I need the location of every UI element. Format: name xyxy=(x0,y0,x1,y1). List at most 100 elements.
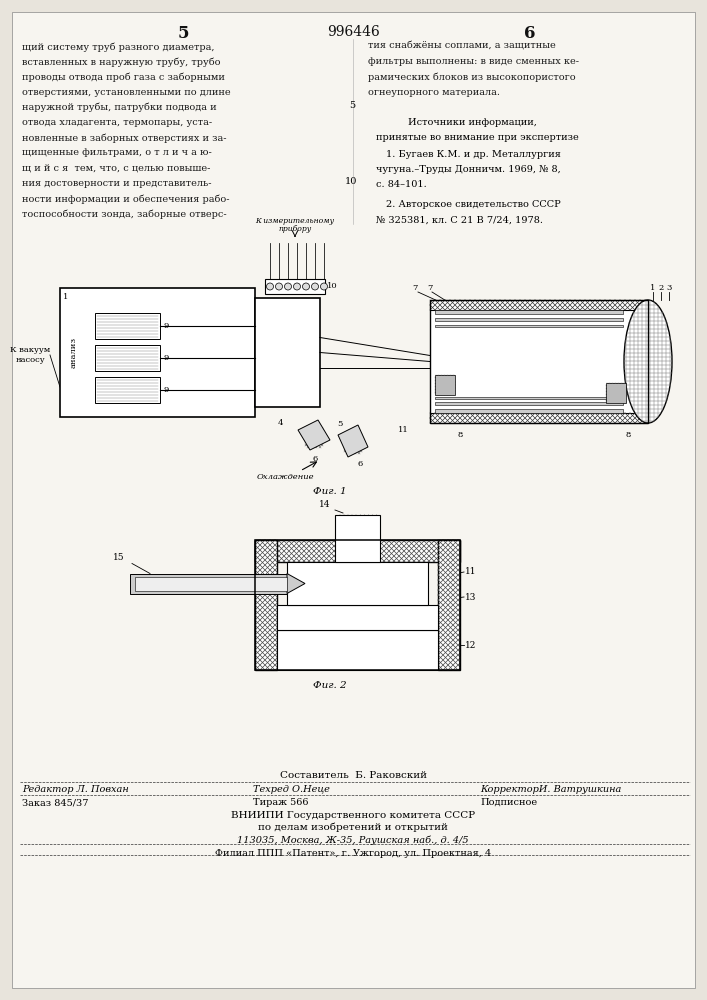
Text: Редактор Л. Повхан: Редактор Л. Повхан xyxy=(22,785,129,794)
Text: 1: 1 xyxy=(650,284,655,292)
Text: Техред О.Неце: Техред О.Неце xyxy=(253,785,330,794)
Text: чугуна.–Труды Донничм. 1969, № 8,: чугуна.–Труды Донничм. 1969, № 8, xyxy=(376,165,561,174)
Text: 2. Авторское свидетельство СССР: 2. Авторское свидетельство СССР xyxy=(386,200,561,209)
Text: ВНИИПИ Государственного комитета СССР: ВНИИПИ Государственного комитета СССР xyxy=(231,811,475,820)
Text: Фиг. 2: Фиг. 2 xyxy=(313,680,347,690)
Text: новленные в заборных отверстиях и за-: новленные в заборных отверстиях и за- xyxy=(22,133,226,143)
Text: отверстиями, установленными по длине: отверстиями, установленными по длине xyxy=(22,88,230,97)
Text: Тираж 566: Тираж 566 xyxy=(253,798,308,807)
Bar xyxy=(435,375,455,395)
Bar xyxy=(278,606,437,629)
Text: вставленных в наружную трубу, трубо: вставленных в наружную трубу, трубо xyxy=(22,57,221,67)
Text: наружной трубы, патрубки подвода и: наружной трубы, патрубки подвода и xyxy=(22,103,216,112)
Text: 9: 9 xyxy=(163,322,168,330)
Text: 996446: 996446 xyxy=(327,25,380,39)
Bar xyxy=(430,310,648,413)
Text: Заказ 845/37: Заказ 845/37 xyxy=(22,798,88,807)
Text: щищенные фильтрами, о т л и ч а ю-: щищенные фильтрами, о т л и ч а ю- xyxy=(22,148,212,157)
Text: проводы отвода проб газа с заборными: проводы отвода проб газа с заборными xyxy=(22,72,225,82)
Bar xyxy=(255,540,460,562)
Text: 5: 5 xyxy=(337,420,343,428)
Text: 10: 10 xyxy=(327,282,338,290)
Bar xyxy=(255,540,460,670)
Bar xyxy=(438,540,460,670)
Text: 14: 14 xyxy=(318,500,330,509)
Text: 8: 8 xyxy=(625,431,631,439)
Bar xyxy=(60,288,255,417)
Bar xyxy=(344,432,362,454)
Bar xyxy=(135,576,287,590)
Text: 12: 12 xyxy=(465,641,477,650)
Text: рамических блоков из высокопористого: рамических блоков из высокопористого xyxy=(368,72,575,82)
Bar xyxy=(435,397,623,399)
Text: по делам изобретений и открытий: по делам изобретений и открытий xyxy=(258,822,448,832)
Bar xyxy=(430,413,648,423)
Circle shape xyxy=(267,283,274,290)
Polygon shape xyxy=(287,574,305,593)
Text: Филиал ППП «Патент», г. Ужгород, ул. Проектная, 4: Филиал ППП «Патент», г. Ужгород, ул. Про… xyxy=(215,849,491,858)
Bar xyxy=(430,413,648,423)
Text: 3: 3 xyxy=(666,284,672,292)
Text: огнеупорного материала.: огнеупорного материала. xyxy=(368,88,500,97)
Circle shape xyxy=(320,283,327,290)
Bar xyxy=(287,562,428,605)
Bar xyxy=(278,631,437,669)
Text: 6: 6 xyxy=(525,25,536,42)
Text: щий систему труб разного диаметра,: щий систему труб разного диаметра, xyxy=(22,42,214,51)
Bar xyxy=(95,313,160,339)
Bar xyxy=(255,540,277,670)
Bar xyxy=(435,318,623,321)
Bar xyxy=(430,300,648,310)
Text: щ и й с я  тем, что, с целью повыше-: щ и й с я тем, что, с целью повыше- xyxy=(22,164,211,173)
Circle shape xyxy=(276,283,283,290)
Bar xyxy=(255,298,320,407)
Text: К вакуум: К вакуум xyxy=(10,346,50,354)
Text: 6: 6 xyxy=(312,455,317,463)
Text: Подписное: Подписное xyxy=(480,798,537,807)
Text: 11: 11 xyxy=(398,426,409,434)
Bar xyxy=(438,540,460,670)
Bar xyxy=(358,515,379,561)
Bar xyxy=(435,409,623,413)
Bar xyxy=(435,375,455,395)
Bar xyxy=(305,426,323,448)
Text: 4: 4 xyxy=(277,419,283,427)
Bar xyxy=(95,377,160,403)
Bar xyxy=(255,540,277,670)
Bar xyxy=(255,540,460,562)
Bar xyxy=(435,402,623,405)
Bar xyxy=(95,345,160,371)
Text: 113035, Москва, Ж-35, Раушская наб., д. 4/5: 113035, Москва, Ж-35, Раушская наб., д. … xyxy=(237,836,469,845)
Bar xyxy=(288,563,427,604)
Bar xyxy=(438,540,460,670)
Text: 7: 7 xyxy=(427,284,433,292)
Polygon shape xyxy=(338,425,368,457)
Bar xyxy=(344,432,362,454)
Circle shape xyxy=(284,283,291,290)
Bar xyxy=(435,310,623,314)
Bar xyxy=(255,540,460,562)
Bar xyxy=(430,300,648,310)
Text: К измерительному: К измерительному xyxy=(255,217,334,225)
Ellipse shape xyxy=(624,300,672,423)
Text: прибору: прибору xyxy=(279,225,312,233)
Text: отвода хладагента, термопары, уста-: отвода хладагента, термопары, уста- xyxy=(22,118,212,127)
Text: 1: 1 xyxy=(63,293,69,301)
Polygon shape xyxy=(298,420,330,450)
Bar xyxy=(305,426,323,448)
Text: фильтры выполнены: в виде сменных ке-: фильтры выполнены: в виде сменных ке- xyxy=(368,57,579,66)
Text: 9: 9 xyxy=(163,354,168,362)
Text: анализ: анализ xyxy=(70,337,78,368)
Text: 10: 10 xyxy=(345,177,357,186)
Text: ния достоверности и представитель-: ния достоверности и представитель- xyxy=(22,179,211,188)
Bar xyxy=(606,383,626,403)
Text: 5: 5 xyxy=(177,25,189,42)
Bar xyxy=(430,413,648,423)
Bar xyxy=(130,574,287,593)
Bar xyxy=(278,631,437,669)
Circle shape xyxy=(293,283,300,290)
Text: 2: 2 xyxy=(658,284,664,292)
Text: тоспособности зонда, заборные отверс-: тоспособности зонда, заборные отверс- xyxy=(22,209,227,219)
Bar xyxy=(430,300,648,423)
Text: 8: 8 xyxy=(457,431,462,439)
